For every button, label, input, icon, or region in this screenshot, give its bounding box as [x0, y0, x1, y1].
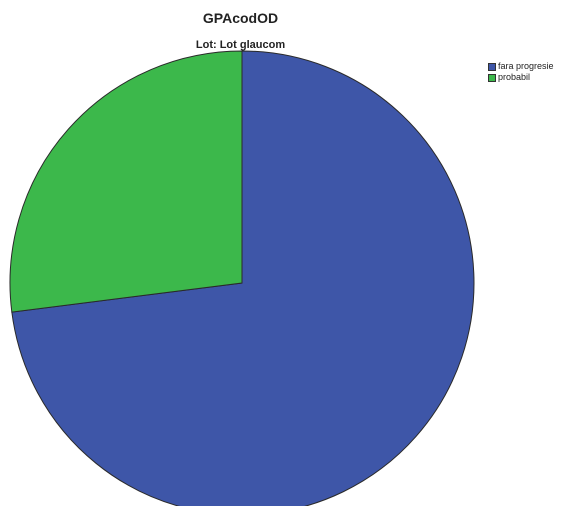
legend-swatch-probabil [488, 73, 496, 82]
legend-item-probabil: probabil [488, 72, 554, 83]
pie-slice-probabil [9, 50, 243, 313]
legend-label-fara-progresie: fara progresie [498, 61, 554, 71]
legend-label-probabil: probabil [498, 72, 531, 82]
legend-item-fara-progresie: fara progresie [488, 61, 554, 72]
pie-slice-fara-progresie [11, 50, 475, 506]
legend: fara progresie probabil [488, 61, 554, 83]
legend-swatch-fara-progresie [488, 62, 496, 71]
chart-subtitle: Lot: Lot glaucom [195, 39, 286, 51]
chart-title: GPAcodOD [202, 10, 279, 26]
